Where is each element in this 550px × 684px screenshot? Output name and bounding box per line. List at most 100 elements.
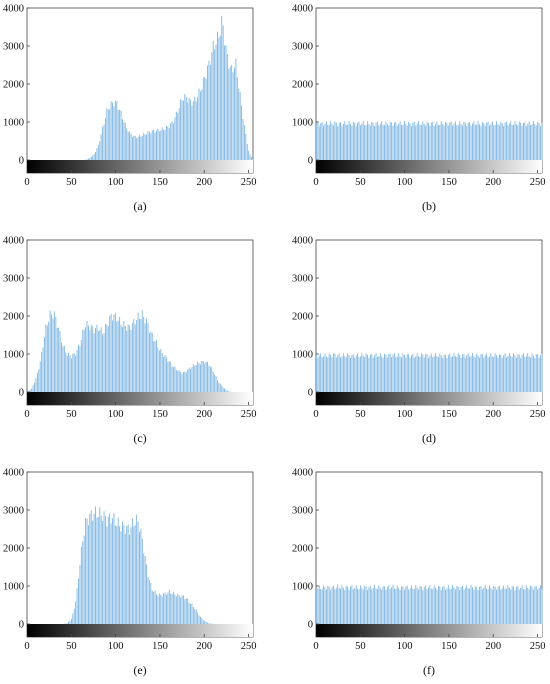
histogram-bar (158, 131, 160, 160)
x-tick-label: 0 (313, 641, 318, 652)
histogram-bar (200, 91, 201, 160)
histogram-bar (89, 513, 91, 624)
histogram-bar (120, 324, 122, 392)
histogram-bar (325, 589, 327, 624)
histogram-bar (201, 618, 203, 624)
histogram-bar (415, 125, 417, 160)
histogram-bar (364, 356, 366, 392)
histogram-bar (354, 122, 356, 160)
histogram-bar (406, 585, 408, 624)
histogram-bar (412, 122, 414, 160)
histogram-bar (446, 588, 448, 624)
histogram-bar (490, 123, 492, 160)
histogram-bar (208, 60, 210, 160)
histogram-bar (525, 356, 527, 392)
histogram-bar (435, 124, 437, 160)
histogram-bar (119, 109, 121, 160)
histogram-bar (504, 588, 506, 624)
histogram-bar (140, 319, 142, 392)
histogram-bar (104, 516, 106, 624)
histogram-bar (160, 594, 162, 624)
x-tick-label: 100 (397, 177, 413, 188)
histogram-bar (96, 517, 98, 624)
histogram-bar (46, 325, 48, 392)
histogram-bar (386, 357, 388, 392)
histogram-bar (467, 122, 469, 160)
histogram-bar (131, 518, 133, 624)
histogram-bar (511, 125, 513, 160)
histogram-bar (171, 593, 173, 624)
histogram-bar (83, 535, 85, 624)
histogram-bar (535, 354, 537, 392)
histogram-bar (110, 101, 112, 160)
panel-caption: (c) (133, 431, 146, 445)
histogram-bar (439, 586, 441, 624)
histogram-bar (537, 121, 539, 160)
histogram-bar (459, 354, 461, 392)
histogram-bar (58, 327, 60, 392)
histogram-bar (340, 588, 342, 624)
histogram-bar (498, 125, 500, 160)
histogram-bar (117, 517, 119, 624)
histogram-bar (66, 623, 68, 624)
histogram-bar (344, 356, 346, 392)
histogram-bar (334, 121, 336, 160)
histogram-bar (437, 585, 439, 624)
histogram-bar (161, 596, 163, 624)
histogram-bar (449, 588, 451, 624)
histogram-bar (466, 585, 468, 624)
histogram-bar (471, 353, 473, 392)
histogram-bar (378, 125, 380, 160)
histogram-bar (423, 357, 425, 392)
histogram-bar (486, 122, 488, 160)
histogram-bar (107, 516, 109, 624)
histogram-bar (415, 585, 417, 624)
histogram-bar (178, 370, 180, 392)
histogram-bar (228, 68, 230, 160)
histogram-bar (350, 357, 351, 392)
histogram-bar (471, 587, 473, 624)
histogram-bar (92, 520, 94, 624)
histogram-bar (324, 123, 326, 160)
histogram-bar (463, 589, 465, 624)
histogram-bar (144, 134, 146, 160)
histogram-bar (470, 125, 472, 160)
histogram-bar (174, 366, 176, 392)
histogram-bar (517, 125, 519, 160)
histogram-bar (156, 594, 157, 624)
histogram-panel: 0 1000 2000 3000 4000 0 50 100 150 200 250 (b) (292, 4, 545, 214)
histogram-bar (147, 322, 149, 392)
histogram-bar (515, 124, 517, 160)
histogram-bar (409, 123, 411, 160)
histogram-bar (68, 621, 70, 624)
histogram-bar (127, 524, 129, 624)
x-tick-label: 150 (441, 409, 457, 420)
histogram-bar (535, 125, 537, 160)
histogram-bar (174, 594, 176, 624)
histogram-bar (457, 125, 459, 160)
histogram-bar (160, 348, 162, 392)
grayscale-ramp (316, 160, 542, 173)
histogram-bar (324, 353, 326, 392)
histogram-bar (154, 590, 156, 624)
histogram-bar (212, 40, 214, 160)
histogram-bar (137, 136, 139, 160)
histogram-bar (248, 150, 250, 160)
histogram-bar (401, 586, 402, 624)
histogram-bar (416, 353, 418, 392)
y-tick-label: 1000 (3, 118, 24, 129)
histogram-bar (403, 589, 405, 624)
histogram-bar (341, 585, 343, 624)
histogram-bar (201, 361, 203, 392)
histogram-bar (445, 589, 446, 624)
histogram-bar (154, 132, 156, 160)
histogram-bar (181, 595, 183, 624)
histogram-bar (358, 121, 360, 160)
histogram-bar (328, 125, 330, 160)
histogram-bar (82, 329, 84, 392)
histogram-bar (372, 122, 374, 160)
histogram-bar (406, 125, 408, 160)
histogram-bar (405, 586, 407, 624)
histogram-bar (342, 123, 344, 160)
histogram-bar (225, 389, 227, 392)
